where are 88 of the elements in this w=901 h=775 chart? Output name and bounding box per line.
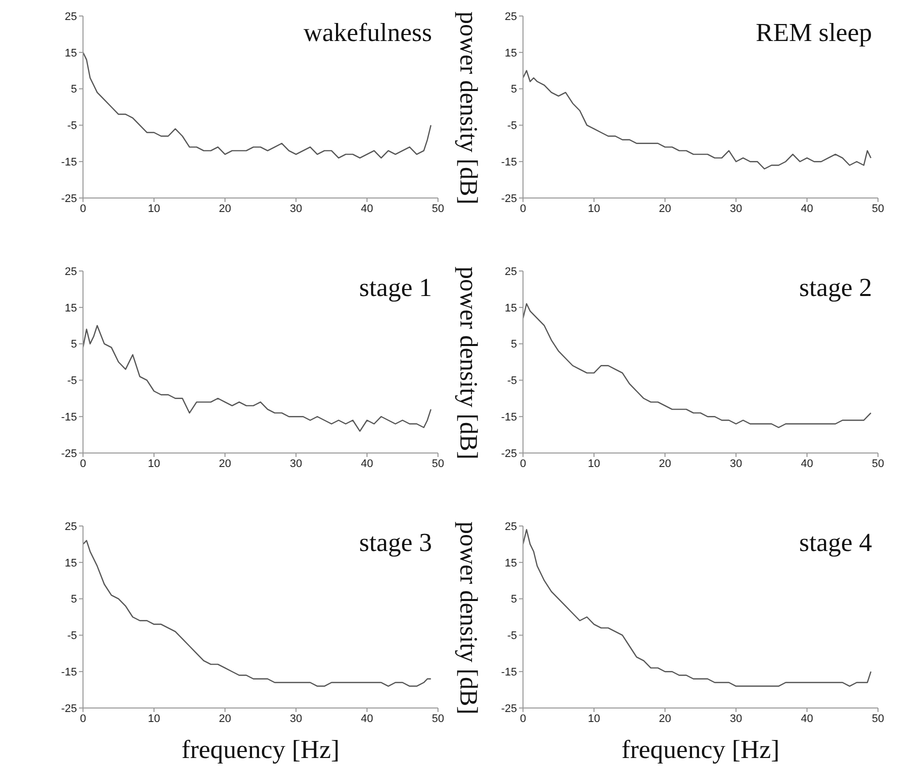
y-tick-label: 5 <box>510 338 517 351</box>
y-tick-label: 15 <box>504 302 517 314</box>
y-axis-title: power density [dB] <box>454 521 482 715</box>
line-series <box>83 325 432 432</box>
y-axis-title: power density [dB] <box>454 11 482 205</box>
x-tick-label: 50 <box>432 712 444 725</box>
x-tick-label: 0 <box>80 458 86 470</box>
y-tick-label: -5 <box>67 120 77 132</box>
chart-title: stage 3 <box>359 528 432 558</box>
x-tick-label: 20 <box>218 458 232 470</box>
y-tick-label: 15 <box>504 557 517 570</box>
y-tick-label: -5 <box>507 630 517 642</box>
chart-title: wakefulness <box>303 18 432 48</box>
x-tick-label: 10 <box>148 458 160 470</box>
y-tick-label: -15 <box>501 412 517 424</box>
y-tick-label: -25 <box>501 448 517 460</box>
x-tick-label: 0 <box>520 202 526 215</box>
y-tick-label: -15 <box>61 412 77 424</box>
x-tick-label: 10 <box>588 202 600 215</box>
y-tick-label: 15 <box>64 302 77 314</box>
y-tick-label: 5 <box>510 84 517 96</box>
y-tick-label: 25 <box>504 520 517 533</box>
x-tick-label: 20 <box>658 712 672 725</box>
x-tick-label: 50 <box>432 458 444 470</box>
x-tick-label: 30 <box>290 712 302 725</box>
y-tick-label: 25 <box>64 266 77 278</box>
y-tick-label: -15 <box>501 666 517 679</box>
x-tick-label: 50 <box>872 458 884 470</box>
x-tick-label: 50 <box>872 712 884 725</box>
y-tick-label: 25 <box>504 10 517 23</box>
y-tick-label: 5 <box>70 338 77 351</box>
x-axis-title: frequency [Hz] <box>180 735 341 765</box>
y-tick-label: 5 <box>70 594 77 606</box>
x-tick-label: 30 <box>290 202 302 215</box>
y-tick-label: -15 <box>501 156 517 169</box>
y-tick-label: -5 <box>507 375 517 388</box>
x-tick-label: 10 <box>148 202 160 215</box>
y-tick-label: 5 <box>70 84 77 96</box>
x-tick-label: 30 <box>730 712 742 725</box>
y-tick-label: 15 <box>64 47 77 60</box>
y-tick-label: -25 <box>501 702 517 715</box>
x-tick-label: 0 <box>80 202 86 215</box>
chart-title: stage 2 <box>799 273 872 303</box>
chart-title: REM sleep <box>756 18 872 48</box>
y-tick-label: -5 <box>507 120 517 132</box>
chart-title: stage 1 <box>359 273 432 303</box>
x-tick-label: 0 <box>80 712 86 725</box>
y-tick-label: -5 <box>67 630 77 642</box>
y-tick-label: -25 <box>61 448 77 460</box>
x-tick-label: 30 <box>730 458 742 470</box>
y-tick-label: 25 <box>504 266 517 278</box>
y-tick-label: -25 <box>61 702 77 715</box>
y-tick-label: -25 <box>501 192 517 205</box>
y-tick-label: 5 <box>510 594 517 606</box>
x-tick-label: 40 <box>360 458 374 470</box>
y-tick-label: -15 <box>61 666 77 679</box>
x-tick-label: 30 <box>290 458 302 470</box>
line-series <box>523 529 872 687</box>
line-series <box>83 52 432 159</box>
y-tick-label: 25 <box>64 10 77 23</box>
x-tick-label: 0 <box>520 712 526 725</box>
y-tick-label: 25 <box>64 520 77 533</box>
y-tick-label: -15 <box>61 156 77 169</box>
x-tick-label: 0 <box>520 458 526 470</box>
y-tick-label: 15 <box>64 557 77 570</box>
line-series <box>523 303 872 428</box>
line-series <box>523 70 872 170</box>
x-tick-label: 10 <box>148 712 160 725</box>
x-axis-title: frequency [Hz] <box>620 735 781 765</box>
x-tick-label: 40 <box>800 458 814 470</box>
x-tick-label: 30 <box>730 202 742 215</box>
x-tick-label: 50 <box>432 202 444 215</box>
y-tick-label: -5 <box>67 375 77 388</box>
chart-title: stage 4 <box>799 528 872 558</box>
x-tick-label: 20 <box>658 458 672 470</box>
y-tick-label: 15 <box>504 47 517 60</box>
x-tick-label: 20 <box>218 712 232 725</box>
x-tick-label: 20 <box>218 202 232 215</box>
x-tick-label: 40 <box>800 202 814 215</box>
y-axis-title: power density [dB] <box>454 266 482 460</box>
x-tick-label: 10 <box>588 712 600 725</box>
x-tick-label: 10 <box>588 458 600 470</box>
x-tick-label: 40 <box>360 202 374 215</box>
x-tick-label: 40 <box>800 712 814 725</box>
x-tick-label: 50 <box>872 202 884 215</box>
x-tick-label: 20 <box>658 202 672 215</box>
y-tick-label: -25 <box>61 192 77 205</box>
x-tick-label: 40 <box>360 712 374 725</box>
